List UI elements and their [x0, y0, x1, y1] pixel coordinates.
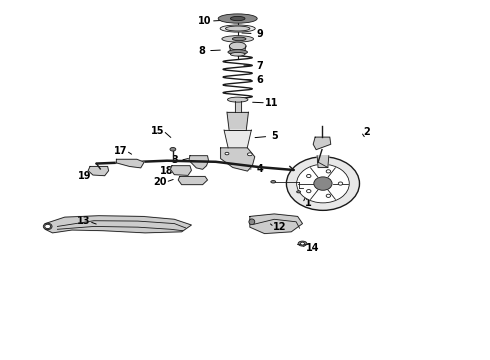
Polygon shape [178, 176, 207, 185]
Text: 9: 9 [256, 28, 263, 39]
Text: 5: 5 [271, 131, 278, 141]
Polygon shape [235, 102, 241, 112]
Text: 8: 8 [198, 46, 206, 56]
Text: 11: 11 [265, 98, 278, 108]
Polygon shape [317, 156, 329, 167]
Circle shape [296, 164, 349, 203]
Ellipse shape [271, 180, 276, 183]
Polygon shape [227, 112, 248, 130]
Polygon shape [189, 156, 208, 169]
Circle shape [314, 177, 332, 190]
Ellipse shape [220, 25, 255, 32]
Ellipse shape [228, 50, 247, 55]
Ellipse shape [296, 191, 300, 193]
Ellipse shape [232, 37, 246, 41]
Polygon shape [250, 214, 302, 234]
Text: 16: 16 [326, 179, 340, 189]
Circle shape [326, 170, 331, 173]
Ellipse shape [218, 14, 257, 23]
Circle shape [45, 224, 50, 229]
Circle shape [307, 174, 311, 177]
Polygon shape [229, 46, 246, 52]
Ellipse shape [227, 97, 248, 102]
Circle shape [307, 189, 311, 193]
Polygon shape [116, 159, 144, 168]
Ellipse shape [225, 152, 229, 155]
Text: 13: 13 [76, 216, 90, 226]
Ellipse shape [230, 53, 245, 56]
Ellipse shape [229, 42, 246, 50]
Text: 14: 14 [305, 243, 319, 253]
Polygon shape [88, 166, 109, 176]
Text: 2: 2 [364, 127, 370, 137]
Text: 12: 12 [273, 222, 287, 232]
Ellipse shape [170, 148, 176, 151]
Ellipse shape [249, 219, 255, 225]
Ellipse shape [43, 223, 52, 230]
Text: 18: 18 [160, 166, 174, 176]
Text: 3: 3 [171, 156, 178, 165]
Polygon shape [220, 148, 255, 171]
Circle shape [300, 242, 304, 245]
Ellipse shape [230, 17, 245, 21]
Polygon shape [313, 137, 331, 150]
Text: 15: 15 [150, 126, 164, 136]
Ellipse shape [225, 26, 250, 31]
Text: 4: 4 [256, 164, 263, 174]
Circle shape [326, 194, 331, 197]
Text: 6: 6 [256, 75, 263, 85]
Ellipse shape [222, 36, 253, 42]
Text: 1: 1 [305, 198, 312, 208]
Text: 10: 10 [198, 16, 212, 26]
Polygon shape [45, 216, 192, 233]
Ellipse shape [247, 153, 252, 156]
Text: 7: 7 [256, 61, 263, 71]
Circle shape [338, 182, 343, 185]
Text: 19: 19 [77, 171, 91, 181]
Circle shape [287, 157, 360, 210]
Text: 20: 20 [153, 177, 167, 187]
Polygon shape [171, 166, 192, 175]
Text: 17: 17 [114, 146, 127, 156]
Ellipse shape [298, 241, 307, 246]
Polygon shape [224, 130, 251, 148]
